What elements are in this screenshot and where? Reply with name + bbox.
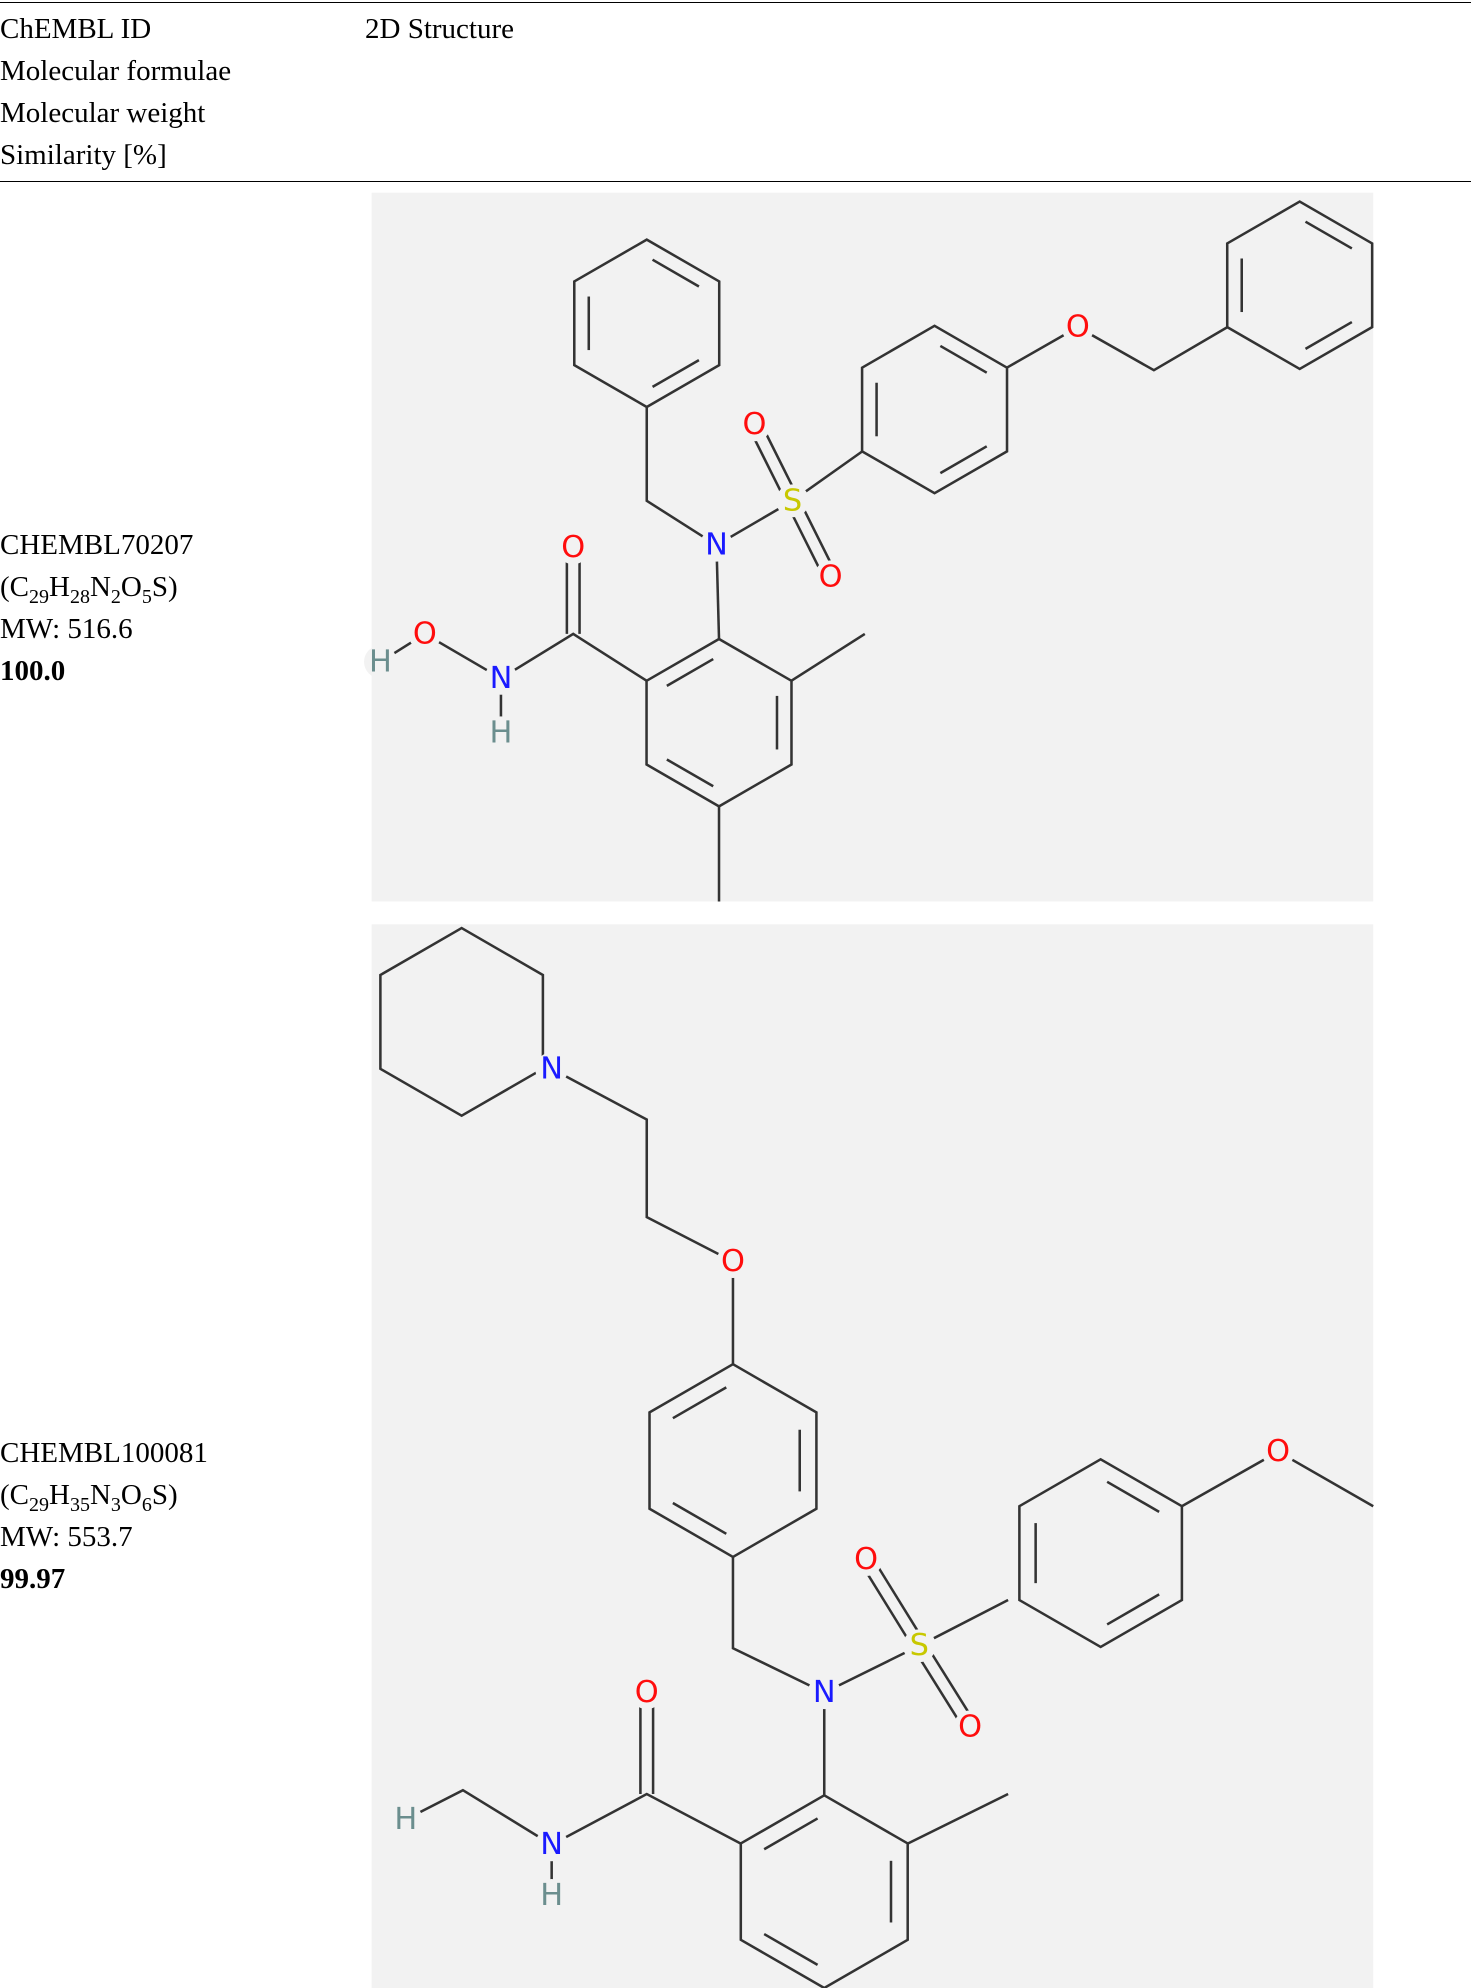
atom-mask (849, 1542, 883, 1576)
atom-mask (535, 1878, 569, 1912)
header-cell: ChEMBL ID (0, 13, 152, 45)
atom-mask (716, 1245, 750, 1278)
atom-label: O (743, 407, 767, 442)
atom-label: O (1266, 1434, 1290, 1469)
header-cell: Molecular weight (0, 97, 206, 129)
atom-label: N (813, 1675, 836, 1710)
structure-image (371, 924, 1374, 1988)
atom-label: H (394, 1802, 417, 1837)
bond (923, 1641, 977, 1725)
atom-mask (807, 1676, 841, 1710)
atom-mask (902, 1629, 936, 1663)
bond (666, 657, 714, 687)
bond (907, 1792, 1009, 1845)
structure-image (371, 192, 1374, 902)
atom-label: O (1066, 310, 1090, 345)
atom-label: O (635, 1675, 659, 1710)
bond (939, 344, 988, 374)
atom-label: H (540, 1878, 563, 1913)
atom-mask (389, 1802, 423, 1836)
bond (1304, 220, 1353, 250)
header-rule (0, 181, 1471, 182)
bond (672, 1386, 727, 1420)
atom-mask (364, 645, 397, 679)
atom-label: O (819, 559, 843, 594)
bond (550, 1792, 742, 1896)
atom-label: N (490, 661, 513, 696)
bond (651, 359, 700, 388)
bond (666, 758, 714, 788)
molecular-weight: MW: 553.7 (0, 1521, 133, 1553)
header-cell: Molecular formulae (0, 55, 232, 87)
atom-label: O (561, 530, 585, 565)
bond (379, 926, 545, 1118)
atom-label: O (721, 1244, 745, 1279)
atom-mask (738, 408, 771, 442)
bond (651, 258, 700, 288)
atom-label: N (705, 528, 728, 563)
atom-mask (814, 560, 848, 594)
bond (1304, 320, 1353, 350)
bond (912, 1648, 966, 1731)
atom-mask (535, 1828, 569, 1862)
atom-mask (408, 617, 442, 651)
atom-label: S (783, 483, 802, 518)
atom-mask (953, 1710, 987, 1744)
bond (763, 1932, 819, 1966)
atom-mask (556, 531, 590, 565)
bond (739, 1793, 909, 1988)
bond (939, 445, 988, 475)
atom-mask (484, 661, 518, 695)
bond (763, 1817, 819, 1851)
similarity: 99.97 (0, 1563, 66, 1595)
header-cell: Similarity [%] (0, 139, 167, 171)
bond (405, 1788, 553, 1846)
bond (1225, 200, 1374, 371)
bond (1006, 325, 1229, 372)
atom-label: S (910, 1628, 929, 1663)
atom-mask (484, 716, 518, 750)
atom-mask (776, 484, 810, 518)
atom-label: H (369, 644, 392, 679)
atom-mask (630, 1676, 664, 1710)
bond (1106, 1593, 1160, 1626)
chembl-id: CHEMBL70207 (0, 529, 194, 561)
header-cell: 2D Structure (365, 13, 514, 45)
atom-label: O (413, 616, 437, 651)
bond (672, 1501, 727, 1535)
atom-mask (535, 1052, 569, 1086)
bond (859, 1562, 916, 1650)
atom-label: H (490, 715, 513, 750)
chembl-id: CHEMBL100081 (0, 1437, 208, 1469)
bond (790, 632, 866, 682)
atom-mask (1061, 310, 1095, 344)
bond (1106, 1480, 1160, 1513)
atom-label: N (540, 1051, 563, 1086)
atom-label: N (540, 1827, 563, 1862)
atom-mask (1261, 1435, 1295, 1469)
atom-mask (700, 528, 733, 562)
bond (551, 1067, 735, 1365)
molecular-weight: MW: 516.6 (0, 613, 133, 645)
bond (499, 632, 648, 733)
similarity: 100.0 (0, 655, 66, 687)
atom-label: O (958, 1709, 982, 1744)
bond (870, 1555, 926, 1644)
top-rule (0, 2, 1471, 3)
formula: (C29H28N2O5S) (0, 571, 178, 608)
formula: (C29H35N3O6S) (0, 1479, 178, 1516)
atom-label: O (854, 1542, 878, 1577)
